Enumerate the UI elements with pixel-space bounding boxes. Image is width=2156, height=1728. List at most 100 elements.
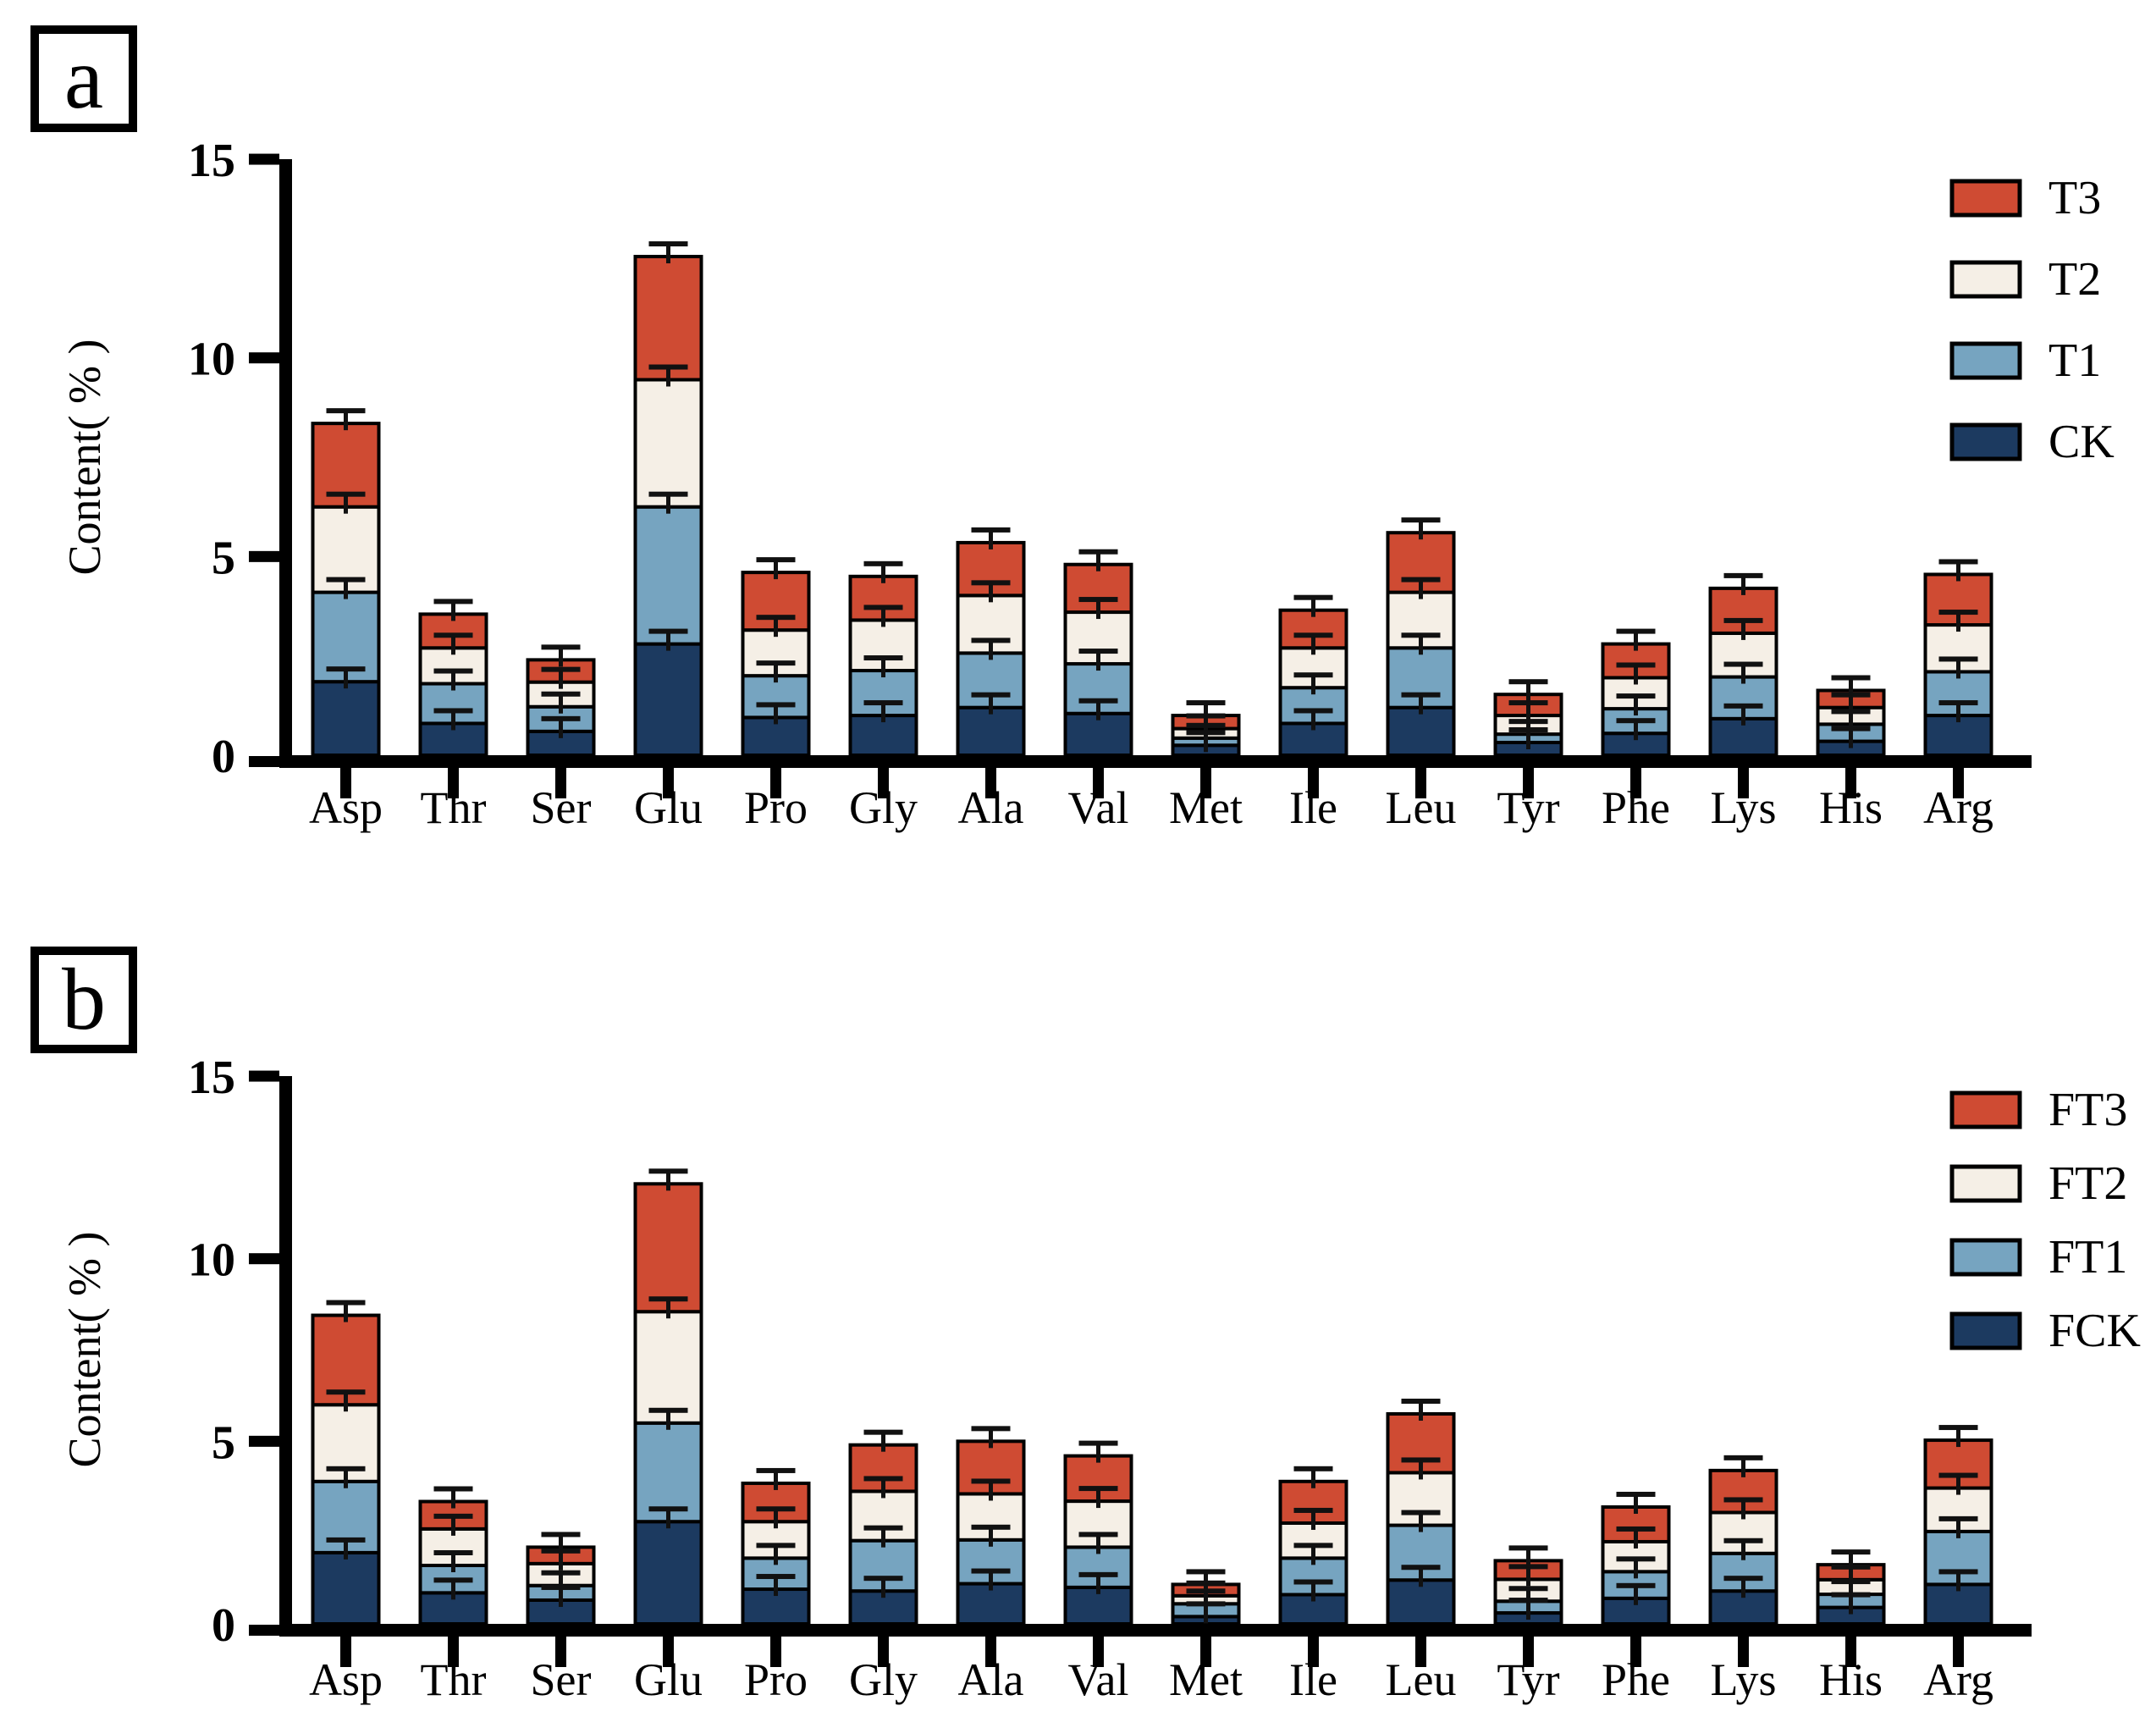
error-bar-line (1526, 1599, 1530, 1620)
y-axis-title-b: Content( % ) (59, 1232, 110, 1468)
error-bar-line (1419, 1400, 1423, 1422)
error-bar-line (344, 1301, 348, 1322)
error-bar-cap (1078, 1532, 1118, 1538)
bar-segment-a-Glu-T2 (633, 378, 703, 509)
error-bar-line (1419, 693, 1423, 715)
x-tick-label-Leu: Leu (1386, 1654, 1457, 1705)
error-bar-line (1096, 650, 1100, 671)
error-bar-line (1741, 1499, 1745, 1520)
error-bar-line (1419, 578, 1423, 599)
panel-a-label-box: a (30, 25, 137, 132)
error-bar-cap (1938, 559, 1978, 565)
x-tick (878, 768, 889, 798)
y-tick-label: 0 (212, 731, 235, 783)
error-bar-cap (433, 708, 473, 714)
error-bar-cap (326, 408, 366, 414)
error-bar-cap (1723, 1455, 1763, 1460)
error-bar-cap (541, 715, 581, 721)
error-bar-cap (756, 1574, 796, 1580)
legend-swatch-CK (1949, 422, 2022, 461)
error-bar-line (881, 702, 885, 723)
error-bar-line (774, 1469, 778, 1490)
x-tick-label-Arg: Arg (1923, 782, 1993, 833)
bar-segment-a-Glu-T1 (633, 505, 703, 646)
error-bar-cap (863, 655, 903, 661)
error-bar-cap (1401, 692, 1441, 698)
error-bar-cap (1723, 661, 1763, 667)
error-bar-line (1741, 1577, 1745, 1598)
legend-label-T2: T2 (2048, 253, 2101, 306)
bar-segment-b-Ala-FT1 (956, 1538, 1026, 1586)
x-tick (448, 1637, 459, 1667)
x-tick-label-Tyr: Tyr (1497, 1654, 1559, 1705)
error-bar-line (559, 693, 563, 714)
y-axis-line (279, 1076, 292, 1637)
error-bar-cap (971, 638, 1011, 643)
error-bar-line (344, 410, 348, 431)
bar-segment-a-Glu-T3 (633, 255, 703, 382)
error-bar-cap (1508, 1545, 1548, 1551)
error-bar-line (881, 1477, 885, 1499)
error-bar-line (774, 1544, 778, 1565)
x-tick (1093, 768, 1104, 798)
x-tick-label-Tyr: Tyr (1497, 782, 1559, 833)
error-bar-cap (541, 691, 581, 697)
error-bar-cap (1508, 679, 1548, 685)
x-tick (448, 768, 459, 798)
error-bar-line (1634, 664, 1638, 685)
error-bar-cap (1078, 549, 1118, 555)
error-bar-line (1204, 702, 1208, 723)
error-bar-cap (1508, 1586, 1548, 1592)
x-tick-label-Asp: Asp (309, 782, 383, 833)
error-bar-cap (433, 1549, 473, 1555)
error-bar-cap (1938, 1569, 1978, 1575)
error-bar-cap (648, 1506, 688, 1512)
error-bar-cap (971, 1426, 1011, 1432)
error-bar-cap (648, 241, 688, 247)
x-tick-label-Phe: Phe (1602, 782, 1670, 833)
error-bar-line (1419, 634, 1423, 655)
error-bar-line (774, 704, 778, 725)
error-bar-cap (1293, 708, 1333, 714)
x-tick (663, 768, 674, 798)
bar-segment-a-Asp-CK (311, 680, 381, 758)
legend-label-FCK: FCK (2048, 1305, 2141, 1357)
bar-segment-b-Glu-FT2 (633, 1310, 703, 1425)
x-axis-line (279, 755, 2032, 768)
error-bar-cap (756, 1506, 796, 1512)
y-tick-label: 5 (212, 532, 235, 584)
error-bar-line (344, 1391, 348, 1412)
x-tick (1415, 768, 1426, 798)
error-bar-line (1311, 1467, 1315, 1488)
error-bar-line (1311, 709, 1315, 731)
error-bar-line (344, 668, 348, 689)
error-bar-line (774, 1576, 778, 1597)
error-bar-line (1849, 1593, 1853, 1615)
error-bar-line (989, 1526, 993, 1547)
error-bar-cap (1723, 703, 1763, 709)
error-bar-line (451, 1551, 455, 1572)
panel-b-letter: b (62, 951, 106, 1048)
error-bar-cap (1938, 700, 1978, 706)
y-tick (249, 352, 279, 364)
x-tick (985, 1637, 996, 1667)
error-bar-cap (1293, 1579, 1333, 1585)
legend-label-T1: T1 (2048, 334, 2101, 387)
panel-a-letter: a (63, 30, 104, 127)
y-tick-label: 5 (212, 1416, 235, 1469)
error-bar-line (774, 1508, 778, 1529)
error-bar-line (1634, 630, 1638, 651)
error-bar-cap (1186, 700, 1226, 706)
error-bar-line (1096, 550, 1100, 571)
error-bar-line (1311, 1581, 1315, 1602)
legend-swatch-T2 (1949, 260, 2022, 299)
error-bar-line (666, 366, 670, 387)
error-bar-cap (1831, 675, 1871, 681)
x-tick (1845, 1637, 1856, 1667)
y-tick-label: 0 (212, 1599, 235, 1652)
error-bar-line (989, 639, 993, 660)
error-bar-cap (863, 560, 903, 566)
x-tick (1308, 768, 1319, 798)
x-tick (770, 1637, 781, 1667)
